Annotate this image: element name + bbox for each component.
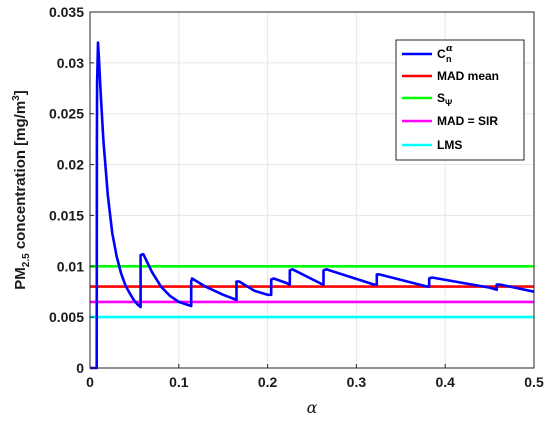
x-tick-label: 0.1 — [169, 374, 189, 390]
legend-label: LMS — [437, 138, 462, 152]
y-tick-label: 0.015 — [49, 207, 84, 223]
legend-entry-mad-sir: MAD = SIR — [402, 114, 498, 128]
y-tick-label: 0.03 — [57, 55, 84, 71]
y-tick-label: 0 — [76, 360, 84, 376]
series-line-cn — [90, 41, 535, 370]
y-tick-label: 0.035 — [49, 4, 84, 20]
legend-label: MAD = SIR — [437, 114, 498, 128]
x-tick-label: 0.5 — [524, 374, 544, 390]
x-tick-label: 0.2 — [258, 374, 278, 390]
series-group — [90, 41, 535, 370]
legend-entry-cn: Cα n — [402, 44, 453, 64]
legend-box — [395, 39, 525, 161]
y-tick-label: 0.005 — [49, 309, 84, 325]
legend-entry-s-psi: SΨ — [402, 91, 452, 108]
y-axis-label: PM2.5 concentration [mg/m3] — [11, 90, 32, 289]
y-tick-label: 0.01 — [57, 258, 84, 274]
x-tick-label: 0 — [86, 374, 94, 390]
y-tick-label: 0.025 — [49, 106, 84, 122]
axes-frame — [89, 11, 535, 369]
x-axis-label: α — [307, 398, 318, 417]
legend: Cα n MAD mean SΨ MAD = SIR LMS — [395, 39, 525, 161]
legend-label: MAD mean — [437, 69, 499, 83]
legend-entry-mad-mean: MAD mean — [402, 69, 499, 83]
legend-label: Cα n — [437, 44, 453, 64]
x-tick-label: 0.4 — [435, 374, 455, 390]
y-tick-label: 0.02 — [57, 157, 84, 173]
legend-entry-lms: LMS — [402, 138, 462, 152]
x-tick-label: 0.3 — [347, 374, 367, 390]
tick-labels: 0 0.1 0.2 0.3 0.4 0.5 0 0.005 0.01 0.015 0.02 0.025… — [49, 4, 544, 390]
legend-label: SΨ — [437, 91, 452, 108]
